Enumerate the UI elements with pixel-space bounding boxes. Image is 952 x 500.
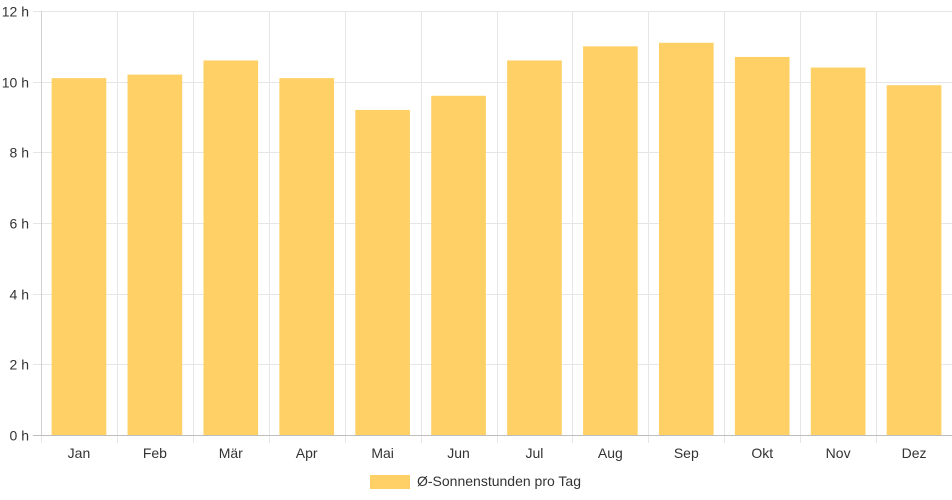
x-tick-label: Aug <box>598 445 623 461</box>
bar[interactable] <box>734 56 790 435</box>
x-tick-label: Jan <box>68 445 91 461</box>
x-axis-labels: Jan Feb Mär Apr Mai Jun Jul Aug Sep Okt Nov Dez <box>68 445 927 461</box>
x-tick-label: Feb <box>143 445 167 461</box>
x-tick-label: Mär <box>219 445 243 461</box>
y-tick-label: 12 h <box>2 4 29 20</box>
bar[interactable] <box>507 60 562 435</box>
legend-label[interactable]: Ø-Sonnenstunden pro Tag <box>417 473 581 489</box>
x-tick-label: Dez <box>902 445 927 461</box>
bar[interactable] <box>203 60 259 435</box>
y-tick-label: 10 h <box>2 75 29 91</box>
bar[interactable] <box>810 67 866 436</box>
y-tick-label: 2 h <box>10 357 29 373</box>
bar[interactable] <box>127 74 183 435</box>
x-tick-label: Jun <box>447 445 470 461</box>
bar[interactable] <box>658 42 714 436</box>
legend-swatch[interactable] <box>370 475 410 489</box>
bar[interactable] <box>355 109 410 435</box>
y-tick-label: 4 h <box>10 287 29 303</box>
bars <box>51 42 942 436</box>
legend[interactable]: Ø-Sonnenstunden pro Tag <box>370 473 581 489</box>
y-axis-labels: 0 h 2 h 4 h 6 h 8 h 10 h 12 h <box>2 4 29 444</box>
bar[interactable] <box>583 46 638 435</box>
bar[interactable] <box>51 78 107 435</box>
x-tick-label: Sep <box>674 445 699 461</box>
y-tick-label: 8 h <box>10 145 29 161</box>
x-tick-label: Apr <box>296 445 318 461</box>
bar[interactable] <box>431 95 486 436</box>
y-tick-label: 6 h <box>10 216 29 232</box>
x-tick-label: Okt <box>751 445 773 461</box>
x-tick-label: Jul <box>526 445 544 461</box>
y-tick-label: 0 h <box>10 428 29 444</box>
x-tick-label: Nov <box>826 445 851 461</box>
bar[interactable] <box>279 78 335 435</box>
axes <box>33 11 952 436</box>
bar[interactable] <box>886 85 942 435</box>
grid <box>33 11 952 443</box>
x-tick-label: Mai <box>371 445 394 461</box>
